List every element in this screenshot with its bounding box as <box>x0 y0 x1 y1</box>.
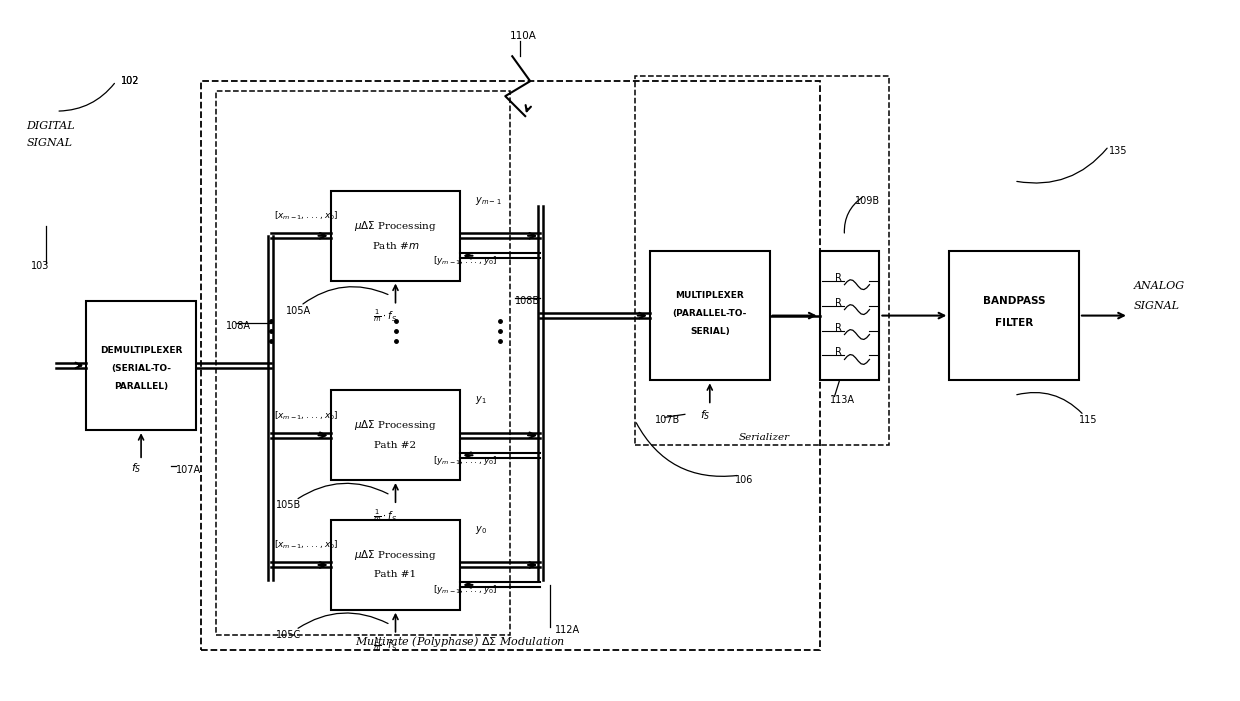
Text: Path #$m$: Path #$m$ <box>372 240 419 251</box>
Text: 105C: 105C <box>275 629 301 640</box>
Text: $\frac{1}{m}\cdot f_S$: $\frac{1}{m}\cdot f_S$ <box>373 507 398 524</box>
Bar <box>635 76 889 445</box>
Text: 135: 135 <box>1109 146 1127 156</box>
Text: $f_S$: $f_S$ <box>699 409 711 422</box>
Text: DEMULTIPLEXER: DEMULTIPLEXER <box>100 346 182 355</box>
Text: Serializer: Serializer <box>739 433 790 442</box>
Text: 107B: 107B <box>655 415 681 426</box>
Text: PARALLEL): PARALLEL) <box>114 382 169 391</box>
Bar <box>820 251 879 381</box>
Text: SIGNAL: SIGNAL <box>26 138 72 148</box>
Text: 105B: 105B <box>275 500 301 510</box>
Text: Multirate (Polyphase) $\Delta\Sigma$ Modulation: Multirate (Polyphase) $\Delta\Sigma$ Mod… <box>356 634 565 649</box>
Text: $\mu\Delta\Sigma$ Processing: $\mu\Delta\Sigma$ Processing <box>355 219 436 233</box>
Text: 103: 103 <box>31 261 50 271</box>
Bar <box>650 251 770 381</box>
Text: $[y_{m-1},...,y_0]$: $[y_{m-1},...,y_0]$ <box>433 454 497 467</box>
Text: 110A: 110A <box>510 32 537 41</box>
Text: DIGITAL: DIGITAL <box>26 121 74 131</box>
Text: $[x_{m-1},...,x_0]$: $[x_{m-1},...,x_0]$ <box>274 539 337 551</box>
Text: $[x_{m-1},...,x_0]$: $[x_{m-1},...,x_0]$ <box>274 409 337 421</box>
Text: 108B: 108B <box>516 296 541 306</box>
Text: $\frac{1}{m}\cdot f_S$: $\frac{1}{m}\cdot f_S$ <box>373 307 398 324</box>
Bar <box>331 520 460 610</box>
Text: $\mu\Delta\Sigma$ Processing: $\mu\Delta\Sigma$ Processing <box>355 418 436 433</box>
Text: BANDPASS: BANDPASS <box>983 296 1045 306</box>
Text: FILTER: FILTER <box>994 318 1033 327</box>
Text: $[x_{m-1},...,x_0]$: $[x_{m-1},...,x_0]$ <box>274 210 337 222</box>
Text: R: R <box>835 298 842 308</box>
Text: $y_1$: $y_1$ <box>475 395 487 407</box>
Text: 115: 115 <box>1079 415 1097 426</box>
Text: $y_{m-1}$: $y_{m-1}$ <box>475 195 502 207</box>
Text: 107A: 107A <box>176 465 201 475</box>
Text: SERIAL): SERIAL) <box>689 327 729 336</box>
Text: $[y_{m-1},...,y_0]$: $[y_{m-1},...,y_0]$ <box>433 583 497 597</box>
Text: R: R <box>835 348 842 358</box>
Text: $\mu\Delta\Sigma$ Processing: $\mu\Delta\Sigma$ Processing <box>355 548 436 562</box>
Text: R: R <box>835 273 842 283</box>
Text: SIGNAL: SIGNAL <box>1133 301 1179 311</box>
Text: 105A: 105A <box>285 306 311 315</box>
Text: (PARALLEL-TO-: (PARALLEL-TO- <box>672 309 746 318</box>
Bar <box>331 390 460 480</box>
Text: 112A: 112A <box>556 625 580 635</box>
Text: 102: 102 <box>122 76 140 86</box>
Text: 113A: 113A <box>830 395 854 405</box>
Text: ANALOG: ANALOG <box>1133 280 1185 291</box>
Text: $[y_{m-1},...,y_0]$: $[y_{m-1},...,y_0]$ <box>433 254 497 267</box>
Text: $y_0$: $y_0$ <box>475 524 487 536</box>
Text: R: R <box>835 322 842 332</box>
Text: 109B: 109B <box>854 196 879 206</box>
Bar <box>201 81 820 650</box>
Bar <box>87 301 196 430</box>
Text: $f_S$: $f_S$ <box>130 461 141 475</box>
Bar <box>331 191 460 280</box>
Text: 108A: 108A <box>226 320 250 331</box>
Bar <box>950 251 1079 381</box>
Text: $\frac{1}{m}\cdot f_S$: $\frac{1}{m}\cdot f_S$ <box>373 637 398 653</box>
Text: Path #2: Path #2 <box>374 441 417 450</box>
Text: Path #1: Path #1 <box>374 571 417 580</box>
Bar <box>216 91 510 635</box>
Text: (SERIAL-TO-: (SERIAL-TO- <box>112 364 171 373</box>
Text: 102: 102 <box>122 76 140 86</box>
Text: 106: 106 <box>735 475 753 485</box>
Text: MULTIPLEXER: MULTIPLEXER <box>676 291 744 300</box>
